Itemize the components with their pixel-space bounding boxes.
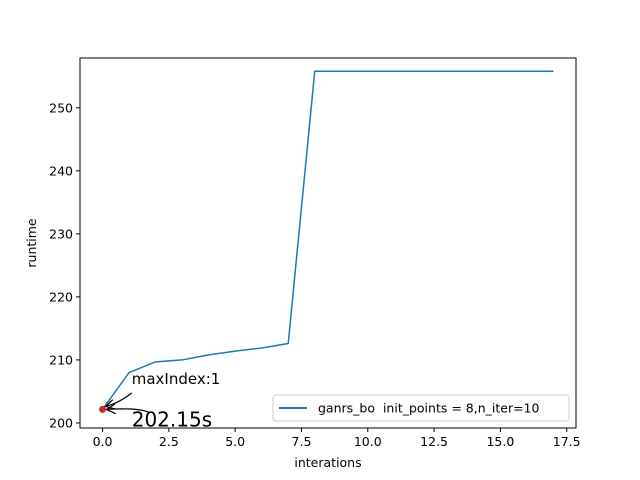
x-tick-label: 17.5 [553,434,581,449]
annotation-arrow [107,409,151,413]
legend: ganrs_bo init_points = 8,n_iter=10 [272,394,570,422]
x-tick-label: 15.0 [486,434,514,449]
x-tick-label: 0.0 [93,434,113,449]
y-tick-label: 250 [49,100,73,115]
x-tick-label: 2.5 [159,434,179,449]
plot-area [99,70,554,413]
annotation-max-index: maxIndex:1 [132,370,221,388]
y-tick-label: 230 [49,226,73,241]
x-axis: 0.0 2.5 5.0 7.5 10.0 12.5 15.0 17.5 [93,428,581,449]
y-axis-label: runtime [24,218,39,268]
legend-label: ganrs_bo init_points = 8,n_iter=10 [318,401,540,416]
y-tick-label: 220 [49,289,73,304]
highlight-point [99,405,107,413]
series-line [101,70,554,410]
x-axis-label: interations [294,455,361,470]
x-tick-label: 12.5 [420,434,448,449]
annotations: maxIndex:1 202.15s [106,370,221,432]
x-tick-label: 5.0 [225,434,245,449]
y-tick-label: 240 [49,163,73,178]
annotation-runtime: 202.15s [132,408,212,432]
y-tick-label: 210 [49,352,73,367]
axes-frame [79,57,577,429]
x-tick-label: 10.0 [354,434,382,449]
y-tick-label: 200 [49,415,73,430]
legend-box [272,394,570,422]
y-axis: 200 210 220 230 240 250 [49,100,80,430]
x-tick-label: 7.5 [292,434,312,449]
